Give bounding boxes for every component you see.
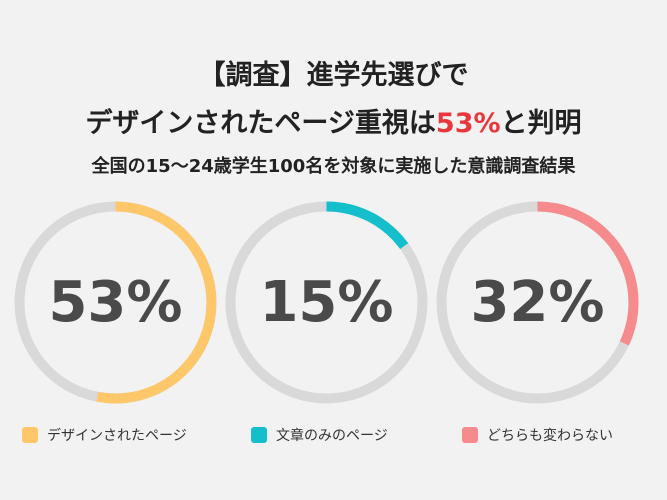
donut-arc-text-only-page [225, 201, 428, 404]
page-subtitle: 全国の15〜24歳学生100名を対象に実施した意識調査結果 [91, 156, 576, 177]
donut-chart-no-difference: 32% [435, 200, 640, 405]
legend-item-no-difference: どちらも変わらない [462, 426, 613, 444]
donut-value-label-text-only-page: 15% [259, 270, 394, 335]
legend-label-text-only-page: 文章のみのページ [276, 428, 388, 444]
donut-arc-design-page [14, 201, 217, 404]
donut-value-label-design-page: 53% [48, 270, 183, 335]
title-highlight-percentage: 53% [435, 108, 501, 139]
legend-item-design-page: デザインされたページ [22, 426, 187, 444]
donut-svg-design-page [14, 201, 217, 404]
legend-label-design-page: デザインされたページ [47, 428, 187, 444]
legend-item-text-only-page: 文章のみのページ [251, 426, 388, 444]
donut-arc-no-difference [436, 201, 639, 404]
donut-value-label-no-difference: 32% [470, 270, 605, 335]
donut-chart-design-page: 53% [13, 200, 218, 405]
legend-swatch-text-only-page [251, 427, 267, 443]
legend-swatch-design-page [22, 427, 38, 443]
page-title-line1: 【調査】進学先選びで [198, 60, 469, 91]
page-title-line2: デザインされたページ重視は53%と判明 [0, 106, 667, 142]
title-text-prefix: デザインされたページ重視は [85, 108, 436, 139]
legend-swatch-no-difference [462, 427, 478, 443]
donut-svg-text-only-page [225, 201, 428, 404]
donut-svg-no-difference [436, 201, 639, 404]
legend-label-no-difference: どちらも変わらない [487, 428, 613, 444]
title-text-suffix: と判明 [500, 108, 582, 139]
donut-chart-text-only-page: 15% [224, 200, 429, 405]
